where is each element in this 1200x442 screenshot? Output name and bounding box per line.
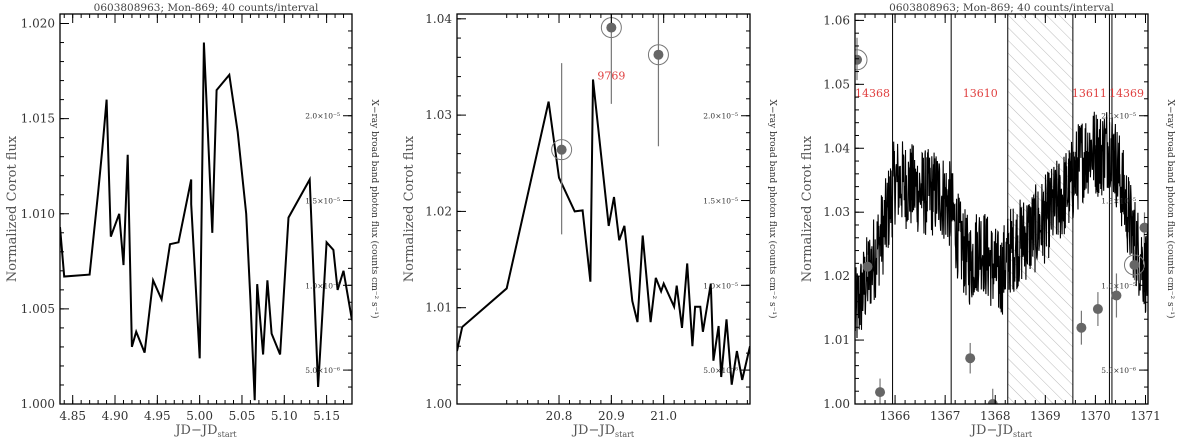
x-tick-label: 5.00 — [186, 409, 213, 423]
xray-point-3 — [965, 353, 976, 364]
y2-tick-label: 2.0×10⁻⁵ — [1101, 112, 1136, 121]
x-tick-label: 1366 — [880, 409, 911, 423]
y-tick-label: 1.02 — [823, 269, 850, 283]
x-tick-label: 21.0 — [650, 409, 677, 423]
xray-point-6 — [1092, 304, 1103, 315]
xray-point-2 — [653, 49, 664, 60]
xray-point-5 — [1076, 322, 1087, 333]
y2-tick-label: 1.0×10⁻⁵ — [1101, 281, 1136, 290]
x-tick-label: 1369 — [1030, 409, 1061, 423]
xray-point-8 — [1129, 259, 1140, 270]
x-axis-title-main: JD−JD — [571, 423, 615, 438]
x-tick-label: 5.15 — [313, 409, 340, 423]
y2-tick-label: 1.0×10⁻⁵ — [703, 281, 738, 290]
corot-light-curve — [457, 79, 750, 385]
xray-point-1 — [862, 261, 873, 272]
x-axis-title-main: JD−JD — [969, 423, 1013, 438]
y2-axis-title: X−ray broad band photon flux (counts cm⁻… — [1165, 100, 1176, 319]
xray-point-9 — [1139, 222, 1148, 233]
panel-title: 0603808963; Mon-869; 40 counts/interval — [889, 2, 1114, 14]
y-tick-label: 1.000 — [21, 397, 55, 411]
y-tick-label: 1.04 — [425, 12, 452, 26]
y-tick-label: 1.01 — [425, 301, 452, 315]
y2-axis-title: X−ray broad band photon flux (counts cm⁻… — [767, 100, 778, 319]
y-tick-label: 1.05 — [823, 77, 850, 91]
obs-id-label-0: 14368 — [855, 87, 890, 100]
y-tick-label: 1.015 — [21, 112, 55, 126]
x-tick-label: 1371 — [1130, 409, 1161, 423]
obs-id-label-3: 14369 — [1109, 87, 1144, 100]
x-tick-label: 5.05 — [229, 409, 256, 423]
x-axis-title-sub: start — [615, 430, 635, 439]
panel-2: 9769 20.8 20.9 21.0 1.00 1.01 1.02 1.03 1.04 5.0×… — [402, 12, 778, 439]
xray-highlight-ring-8 — [1123, 254, 1145, 276]
axes-frame — [854, 13, 1149, 405]
y2-tick-label: 2.0×10⁻⁵ — [703, 112, 738, 121]
y2-tick-label: 2.0×10⁻⁵ — [305, 112, 340, 121]
corot-light-curve — [855, 111, 1148, 339]
x-axis-title: JD−JDstart — [173, 423, 237, 439]
corot-light-curve — [60, 42, 352, 401]
obs-id-label-1: 13610 — [963, 87, 998, 100]
y-tick-label: 1.02 — [425, 204, 452, 218]
y-tick-label: 1.00 — [823, 397, 850, 411]
x-tick-label: 4.90 — [102, 409, 129, 423]
axes-frame — [59, 13, 353, 405]
xray-highlight-ring-2 — [647, 44, 669, 66]
x-axis-title-sub: start — [218, 430, 238, 439]
panel-title: 0603808963; Mon-869; 40 counts/interval — [94, 2, 319, 14]
y-tick-label: 1.010 — [21, 207, 55, 221]
x-axis-title: JD−JDstart — [969, 423, 1033, 439]
x-tick-label: 5.10 — [271, 409, 298, 423]
y-tick-label: 1.00 — [425, 397, 452, 411]
y2-tick-label: 1.5×10⁻⁵ — [305, 197, 340, 206]
x-tick-label: 20.8 — [546, 409, 573, 423]
y2-axis-title: X−ray broad band photon flux (counts cm⁻… — [369, 100, 380, 319]
y-axis-title: Normalized Corot flux — [402, 135, 417, 282]
y-tick-label: 1.03 — [823, 205, 850, 219]
xray-point-7 — [1111, 290, 1122, 301]
x-axis-title-sub: start — [1013, 430, 1033, 439]
x-tick-label: 1370 — [1080, 409, 1111, 423]
y-tick-label: 1.04 — [823, 141, 850, 155]
axes-frame — [456, 13, 751, 405]
y-tick-label: 1.01 — [823, 333, 850, 347]
y-tick-label: 1.020 — [21, 17, 55, 31]
xray-point-0 — [556, 144, 567, 155]
y2-tick-label: 5.0×10⁻⁶ — [305, 366, 340, 375]
x-tick-label: 1367 — [930, 409, 961, 423]
y-axis-title: Normalized Corot flux — [800, 135, 815, 282]
y2-tick-label: 1.5×10⁻⁵ — [703, 197, 738, 206]
x-tick-label: 1368 — [980, 409, 1011, 423]
xray-point-0 — [855, 54, 863, 65]
x-tick-label: 20.9 — [598, 409, 625, 423]
obs-id-label-0: 9769 — [597, 69, 625, 82]
x-axis-title: JD−JDstart — [571, 423, 635, 439]
xray-point-2 — [875, 387, 886, 398]
x-tick-label: 4.95 — [144, 409, 171, 423]
x-tick-label: 4.85 — [59, 409, 86, 423]
x-axis-title-main: JD−JD — [173, 423, 217, 438]
y2-tick-label: 5.0×10⁻⁶ — [703, 366, 738, 375]
y2-tick-label: 1.5×10⁻⁵ — [1101, 197, 1136, 206]
panel-1: 4.85 4.90 4.95 5.00 5.05 5.10 5.15 1.000 1.005 1.… — [5, 2, 380, 439]
xray-highlight-ring-0 — [551, 139, 573, 161]
y2-tick-label: 1.0×10⁻⁵ — [305, 281, 340, 290]
obs-id-label-2: 13611 — [1072, 87, 1107, 100]
panel-3: 14368 13610 13611 14369 1366 1367 1368 1369 1370… — [800, 2, 1176, 439]
xray-highlight-ring-0 — [855, 49, 868, 71]
y-tick-label: 1.03 — [425, 108, 452, 122]
y2-tick-label: 5.0×10⁻⁶ — [1101, 366, 1136, 375]
xray-point-1 — [606, 22, 617, 33]
y-tick-label: 1.005 — [21, 302, 55, 316]
y-axis-title: Normalized Corot flux — [5, 135, 20, 282]
y-tick-label: 1.06 — [823, 13, 850, 27]
